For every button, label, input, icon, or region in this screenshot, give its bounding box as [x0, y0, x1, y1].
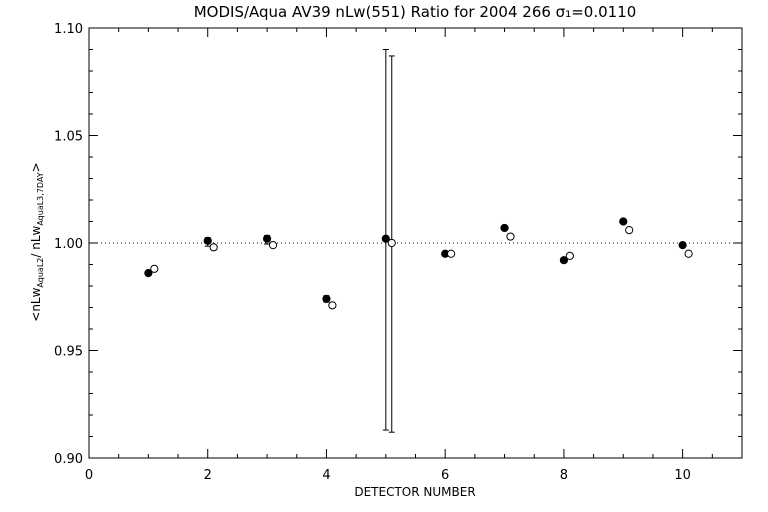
open-point	[150, 264, 159, 273]
open-point	[684, 249, 693, 258]
y-axis-title-sub2: AquaL3,7DAY	[36, 172, 45, 225]
x-tick-label: 4	[322, 468, 330, 483]
filled-point	[619, 217, 628, 226]
y-axis-title-open: <nLw	[29, 287, 43, 321]
x-tick-label: 6	[441, 468, 449, 483]
y-axis-title: <nLwAquaL2/ nLwAquaL3,7DAY>	[29, 162, 45, 321]
y-tick-label: 1.00	[54, 237, 83, 252]
open-point	[565, 251, 574, 260]
plot-frame	[88, 27, 743, 459]
filled-point	[203, 236, 212, 245]
x-tick-label: 10	[674, 468, 691, 483]
filled-point	[559, 256, 569, 265]
open-point	[447, 249, 456, 258]
open-point	[387, 238, 396, 248]
open-point	[506, 232, 515, 241]
y-tick-label: 1.10	[54, 22, 83, 37]
filled-point	[500, 223, 509, 233]
y-axis-title-mid: / nLw	[29, 225, 43, 257]
x-tick-label: 2	[204, 468, 212, 483]
x-tick-label: 8	[560, 468, 568, 483]
open-point	[268, 241, 278, 250]
filled-point	[678, 241, 687, 250]
filled-point	[322, 294, 331, 303]
y-tick-label: 0.90	[54, 452, 83, 467]
error-bars	[204, 49, 395, 433]
filled-point	[381, 234, 390, 243]
y-axis-title-close: >	[29, 162, 43, 172]
filled-point	[262, 234, 272, 243]
data-points	[144, 217, 693, 310]
x-tick-label: 0	[85, 468, 93, 483]
y-tick-label: 0.95	[54, 345, 83, 360]
y-axis-title-sub1: AquaL2	[36, 258, 45, 288]
open-point	[209, 243, 218, 252]
open-point	[328, 301, 337, 310]
axis-ticks: 0 2 4 6 8 10 0.90 0.95 1.00 1.05 1.10	[54, 22, 743, 483]
open-point	[625, 226, 634, 235]
chart-title: MODIS/Aqua AV39 nLw(551) Ratio for 2004 …	[194, 3, 637, 21]
filled-point	[144, 269, 153, 278]
y-tick-label: 1.05	[54, 130, 83, 145]
x-axis-title: DETECTOR NUMBER	[354, 485, 475, 499]
